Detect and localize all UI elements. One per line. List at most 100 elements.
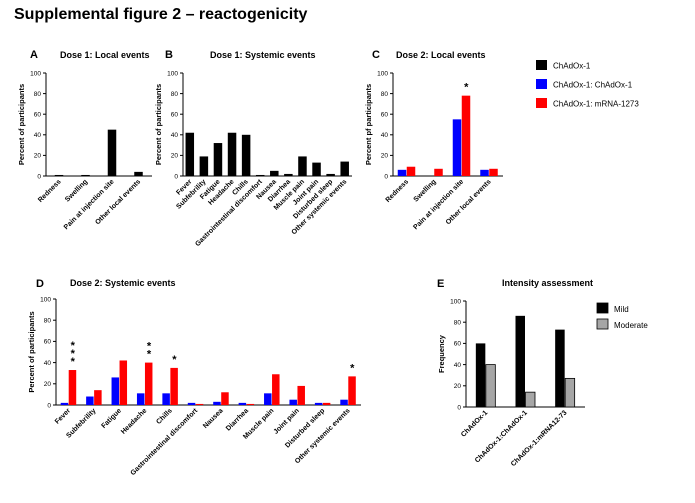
bar [564,377,576,408]
bar [255,174,265,176]
legend-label: ChAdOx-1: mRNA-1273 [553,100,639,109]
bar [213,143,223,176]
panel-label: D [36,278,44,290]
y-tick-label: 40 [381,132,389,139]
x-tick-label: Chills [155,407,174,426]
bar [60,402,69,405]
bar [298,156,307,176]
bar [107,129,117,176]
y-tick-label: 80 [454,320,462,327]
legend-swatch [536,60,547,70]
x-tick-label: Redness [385,178,411,204]
bar [515,315,525,407]
y-tick-label: 20 [34,153,42,160]
bar [94,390,102,405]
x-tick-label: Headache [120,407,148,435]
panel-label: A [30,49,38,61]
bar [297,385,305,405]
bar [475,343,486,407]
x-tick-label: Diarrhea [225,407,250,432]
y-tick-label: 0 [174,173,178,180]
bar [81,174,90,176]
y-tick-label: 0 [37,173,41,180]
bar [246,403,255,405]
bar [326,173,335,176]
bar [213,401,221,405]
legend-swatch [536,98,547,108]
panel-label: E [437,278,444,290]
bar [555,329,565,407]
panel-title: Intensity assessment [502,278,593,288]
legend-label: ChAdOx-1 [553,62,591,71]
y-tick-label: 80 [171,91,179,98]
bar [312,162,321,176]
panel-title: Dose 1: Local events [60,50,150,60]
x-tick-label: Other local events [94,178,142,226]
bar [195,403,204,405]
y-tick-label: 80 [34,91,42,98]
bar [322,402,331,405]
x-tick-label: Pain at injection site [63,178,116,231]
y-tick-label: 60 [171,112,179,119]
y-axis-label: Percent of participants [17,84,26,165]
chart-panel-d: D Dose 2: Systemic events 0 20 40 60 80 100 Perc… [27,278,361,477]
x-tick-label: Swelling [64,178,89,203]
y-tick-label: 100 [450,298,461,305]
panel-title: Dose 1: Systemic events [210,50,316,60]
bar [264,393,272,405]
y-axis-label: Percent of participants [154,84,163,165]
bar [238,402,247,405]
figure-title: Supplemental figure 2 – reactogenicity [14,6,308,23]
significance-marker: * [172,354,177,366]
chart-panel-c: C Dose 2: Local events 0 20 40 60 80 100 Percent… [364,49,503,231]
y-tick-label: 40 [34,132,42,139]
panel-title: Dose 2: Local events [396,50,486,60]
x-tick-label: Nausea [202,407,225,430]
bar [284,173,293,176]
chart-panel-e: E Intensity assessment 0 20 40 60 80 100 Frequen… [437,278,648,468]
bar [199,156,209,176]
bar [185,132,195,176]
bar [136,393,145,405]
significance-marker: * [350,362,355,374]
y-tick-label: 60 [44,339,52,346]
bar [227,132,237,176]
bar [485,364,496,408]
y-tick-label: 60 [454,341,462,348]
y-tick-label: 20 [454,383,462,390]
bar [134,171,143,176]
y-tick-label: 60 [381,112,389,119]
bar [480,169,489,176]
significance-marker: * * [147,341,152,361]
bar [525,391,536,408]
bar [289,399,297,405]
bar [397,169,407,176]
bar [144,362,153,405]
bar [314,402,323,405]
y-tick-label: 100 [377,70,388,77]
bar [272,374,280,405]
bar [68,370,77,405]
bar [270,170,279,176]
panel-title: Dose 2: Systemic events [70,278,176,288]
bar [434,168,443,176]
y-tick-label: 0 [457,404,461,411]
y-tick-label: 100 [30,70,41,77]
y-tick-label: 60 [34,112,42,119]
significance-marker: * [464,82,469,94]
significance-marker: * * * [71,340,76,368]
y-tick-label: 20 [44,381,52,388]
x-tick-label: Other systemic events [294,407,352,465]
bar [406,166,416,176]
bar [461,95,471,176]
chart-panel-a: A Dose 1: Local events 0 20 40 60 80 100 Percent… [17,49,152,231]
bar [86,396,94,405]
panel-label: B [165,49,173,61]
y-tick-label: 40 [171,132,179,139]
bar [340,399,348,405]
y-axis-label: Frequency [437,334,446,373]
legend-label: Moderate [614,321,648,330]
y-tick-label: 100 [40,296,51,303]
figure-legend: ChAdOx-1 ChAdOx-1: ChAdOx-1 ChAdOx-1: mRNA… [536,60,639,109]
bar [119,360,128,405]
